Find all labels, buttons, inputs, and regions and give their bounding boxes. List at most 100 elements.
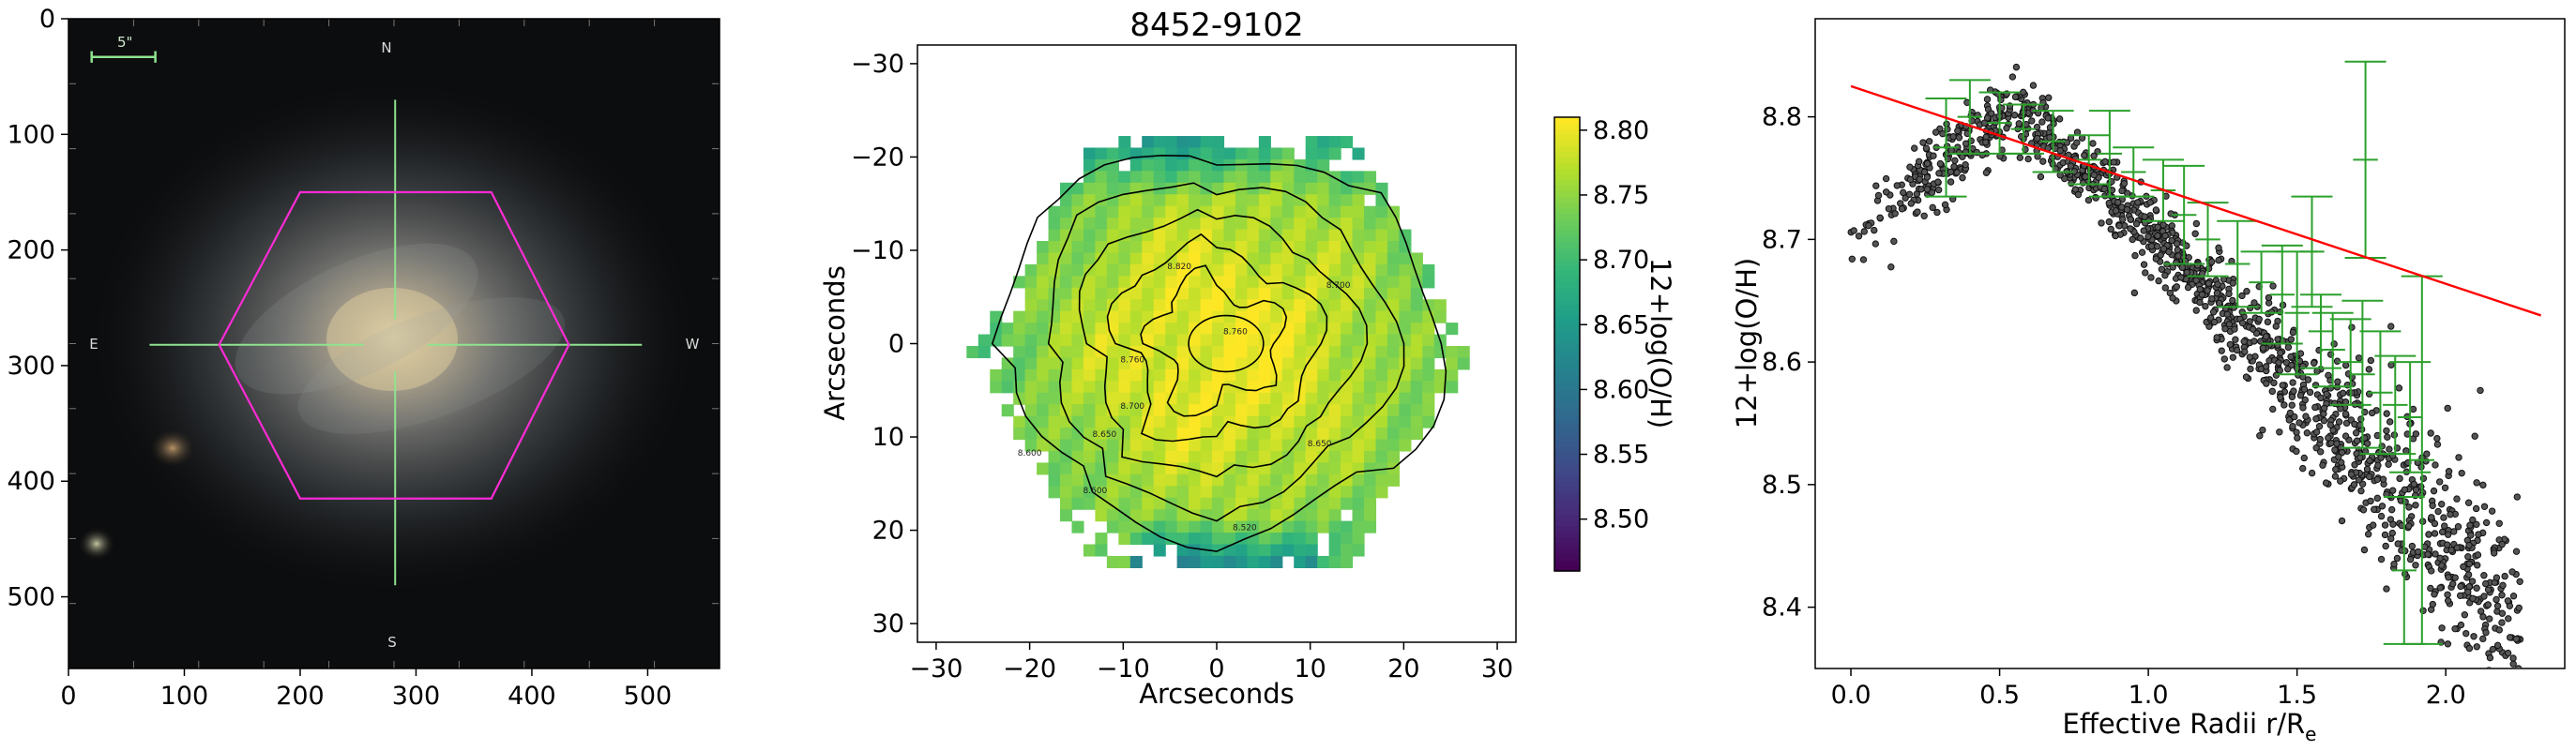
scatter-point [2300, 454, 2308, 462]
map-pixel [1305, 368, 1318, 382]
map-pixel [1189, 218, 1202, 231]
map-pixel [1247, 229, 1260, 242]
scale-bar-label: 5" [117, 34, 132, 51]
map-pixel [1399, 323, 1412, 336]
map-pixel [1258, 299, 1271, 312]
map-pixel [1153, 462, 1166, 475]
map-pixel [1212, 182, 1225, 195]
colorbar-segment [1554, 503, 1580, 510]
map-pixel [1270, 229, 1283, 242]
contour-line [991, 154, 1447, 552]
map-pixel [1352, 509, 1365, 522]
map-pixel [1223, 323, 1236, 336]
colorbar-segment [1554, 304, 1580, 311]
map-pixel [1247, 450, 1260, 464]
map-pixel [1258, 171, 1271, 184]
map-pixel [1153, 473, 1166, 487]
scatter-point [2382, 542, 2389, 550]
colorbar-segment [1554, 423, 1580, 430]
map-pixel [1270, 205, 1283, 218]
map-pixel [1083, 392, 1097, 405]
scatter-point [2465, 541, 2473, 549]
map-xlabel: Arcseconds [1139, 678, 1295, 710]
map-pixel [1095, 218, 1108, 231]
map-pixel [1200, 299, 1213, 312]
map-pixel [1165, 368, 1178, 382]
scatter-point [2363, 440, 2371, 447]
scatter-point [2152, 255, 2160, 263]
colorbar-segment [1554, 355, 1580, 362]
map-pixel [1375, 334, 1388, 347]
map-pixel [1328, 334, 1341, 347]
map-pixel [1223, 263, 1236, 277]
map-pixel [1176, 334, 1190, 347]
scatter-point [2299, 404, 2307, 412]
map-pixel [1106, 357, 1119, 370]
map-pixel [1352, 334, 1365, 347]
map-pixel [1153, 287, 1166, 300]
scatter-point [2486, 667, 2493, 668]
map-pixel [1364, 310, 1377, 323]
map-pixel [1294, 555, 1307, 568]
map-pixel [1270, 287, 1283, 300]
map-pixel [1410, 404, 1423, 417]
scatter-point [2499, 673, 2505, 679]
map-pixel [1153, 497, 1166, 510]
map-pixel [1118, 263, 1131, 277]
scatter-point [1882, 174, 1890, 183]
scatter-point [2482, 628, 2490, 637]
scatter-point [2218, 347, 2225, 354]
map-pixel [1341, 473, 1354, 487]
map-pixel [1328, 205, 1341, 218]
scatter-point [2506, 634, 2514, 641]
map-pixel [1235, 544, 1248, 557]
map-pixel [1037, 428, 1050, 441]
scatter-point [1923, 159, 1932, 168]
map-pixel [1352, 544, 1365, 557]
map-y-tick-label: −10 [851, 236, 904, 265]
colorbar-segment [1554, 378, 1580, 384]
scatter-point [2277, 349, 2284, 357]
map-pixel [1305, 276, 1318, 289]
map-pixel [1189, 415, 1202, 428]
map-y-tick-label: 10 [872, 423, 904, 452]
colorbar-segment [1554, 281, 1580, 289]
scatter-point [2477, 608, 2485, 615]
map-pixel [1258, 392, 1271, 405]
colorbar-segment [1554, 162, 1580, 170]
map-pixel [1106, 171, 1119, 184]
scatter-y-tick-label: 8.6 [1762, 348, 1802, 377]
scatter-point [1850, 227, 1857, 234]
map-pixel [1352, 497, 1365, 510]
compass-south-label: S [387, 634, 397, 651]
map-pixel [1364, 450, 1377, 464]
scatter-point [2331, 446, 2339, 454]
colorbar-segment [1554, 525, 1580, 533]
scatter-point [1914, 208, 1921, 216]
scatter-point [2444, 591, 2451, 598]
map-pixel [1281, 462, 1295, 475]
map-pixel [1375, 287, 1388, 300]
scatter-point [1981, 139, 1990, 146]
map-pixel [1095, 323, 1108, 336]
map-pixel [1270, 194, 1283, 207]
map-pixel [1364, 263, 1377, 277]
map-pixel [1153, 392, 1166, 405]
map-pixel [1153, 368, 1166, 382]
scatter-point [2454, 523, 2462, 531]
map-pixel [1024, 276, 1038, 289]
map-pixel [1258, 404, 1271, 417]
map-pixel [1048, 450, 1061, 464]
scatter-point [2229, 353, 2237, 361]
map-pixel [1328, 486, 1341, 499]
map-pixel [1258, 241, 1271, 254]
map-pixel [1095, 194, 1108, 207]
scatter-point [2323, 390, 2330, 398]
map-pixel [1200, 520, 1213, 533]
map-pixel [1328, 381, 1341, 394]
map-pixel [1060, 310, 1073, 323]
scatter-point [2306, 388, 2314, 397]
map-pixel [1422, 263, 1435, 277]
scatter-point [2270, 379, 2278, 387]
colorbar-segment [1554, 536, 1580, 544]
